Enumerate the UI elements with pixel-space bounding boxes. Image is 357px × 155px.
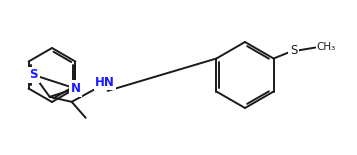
Text: CH₃: CH₃ <box>317 42 336 53</box>
Text: HN: HN <box>95 76 115 89</box>
Text: S: S <box>290 44 297 57</box>
Text: N: N <box>70 82 80 95</box>
Text: S: S <box>30 69 38 82</box>
